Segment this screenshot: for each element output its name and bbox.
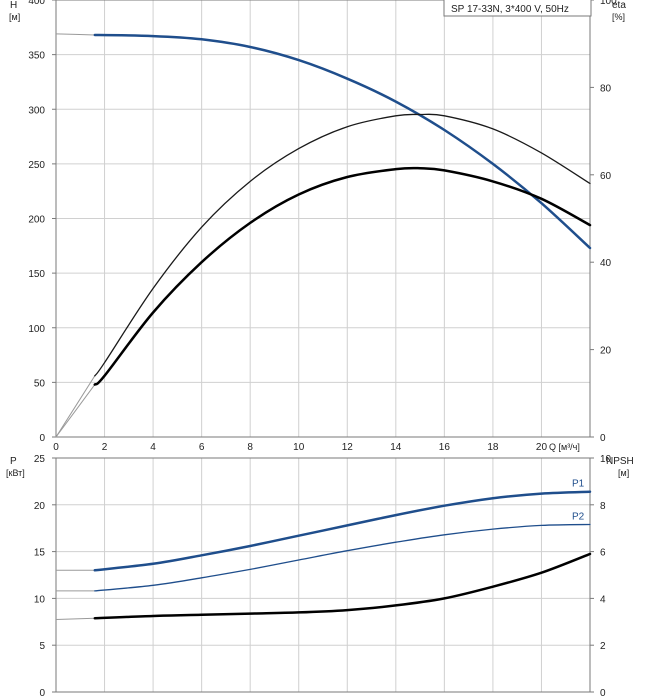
y-right-tick-label: 2 — [600, 641, 606, 652]
y-left-tick-label: 200 — [28, 215, 45, 226]
y-right-tick-label: 60 — [600, 171, 612, 182]
y-right-tick-label: 100 — [600, 0, 617, 7]
x-tick-label: 8 — [247, 442, 253, 453]
bottom-grid — [55, 457, 590, 693]
y-left-tick-label: 350 — [28, 51, 45, 62]
x-tick-label: 4 — [150, 442, 156, 453]
y-right-tick-label: 10 — [600, 454, 612, 465]
y-left-tick-label: 0 — [39, 433, 45, 444]
x-tick-label: 16 — [439, 442, 451, 453]
legend-box — [443, 0, 592, 17]
y-right-tick-label: 40 — [600, 258, 612, 269]
y-right-axis-label: NPSH — [606, 456, 634, 467]
x-tick-label: 6 — [199, 442, 205, 453]
y-right-tick-label: 80 — [600, 83, 612, 94]
x-tick-label: 2 — [102, 442, 108, 453]
y-left-tick-label: 20 — [34, 501, 46, 512]
y-right-axis-label: eta — [612, 0, 626, 11]
series-line-NPSH — [93, 552, 592, 620]
series-label-P2: P2 — [572, 511, 585, 522]
x-tick-label: 20 — [536, 442, 548, 453]
y-right-axis-unit: [%] — [612, 12, 625, 22]
series-extension-NPSH — [55, 617, 95, 620]
legend-label: SP 17-33N, 3*400 V, 50Hz — [451, 4, 569, 15]
y-left-tick-label: 150 — [28, 269, 45, 280]
y-left-axis-unit: [м] — [9, 12, 20, 22]
y-left-tick-label: 5 — [39, 641, 45, 652]
y-right-tick-label: 8 — [600, 501, 606, 512]
y-left-tick-label: 100 — [28, 324, 45, 335]
series-extension-eta-bold — [55, 384, 96, 438]
series-extension-H — [55, 33, 95, 36]
y-left-tick-label: 0 — [39, 688, 45, 699]
series-line-eta-thin — [94, 113, 591, 377]
y-right-tick-label: 0 — [600, 433, 606, 444]
x-axis-label: Q [м³/ч] — [549, 442, 580, 452]
series-line-eta-bold — [93, 166, 592, 386]
series-label-P1: P1 — [572, 479, 585, 490]
y-right-tick-label: 20 — [600, 346, 612, 357]
y-left-axis-label: H — [10, 0, 17, 11]
y-right-axis-unit: [м] — [618, 468, 629, 478]
y-left-tick-label: 300 — [28, 105, 45, 116]
x-tick-label: 18 — [487, 442, 499, 453]
x-tick-label: 14 — [390, 442, 402, 453]
y-right-tick-label: 4 — [600, 594, 606, 605]
x-tick-label: 10 — [293, 442, 305, 453]
x-tick-label: 12 — [342, 442, 354, 453]
bottom-plot-frame — [55, 457, 591, 693]
y-left-tick-label: 15 — [34, 548, 46, 559]
y-left-tick-label: 10 — [34, 594, 46, 605]
y-left-axis-label: P — [10, 456, 17, 467]
series-line-P2 — [94, 523, 591, 592]
x-tick-label: 0 — [53, 442, 59, 453]
top-grid — [55, 0, 590, 438]
y-left-tick-label: 250 — [28, 160, 45, 171]
series-line-H — [93, 33, 592, 250]
y-right-tick-label: 0 — [600, 688, 606, 699]
series-line-P1 — [93, 490, 592, 572]
series-extension-eta-thin — [55, 375, 96, 438]
y-left-tick-label: 50 — [34, 378, 46, 389]
y-left-tick-label: 25 — [34, 454, 46, 465]
y-left-axis-unit: [кВт] — [6, 468, 25, 478]
y-left-tick-label: 400 — [28, 0, 45, 7]
y-right-tick-label: 6 — [600, 548, 606, 559]
